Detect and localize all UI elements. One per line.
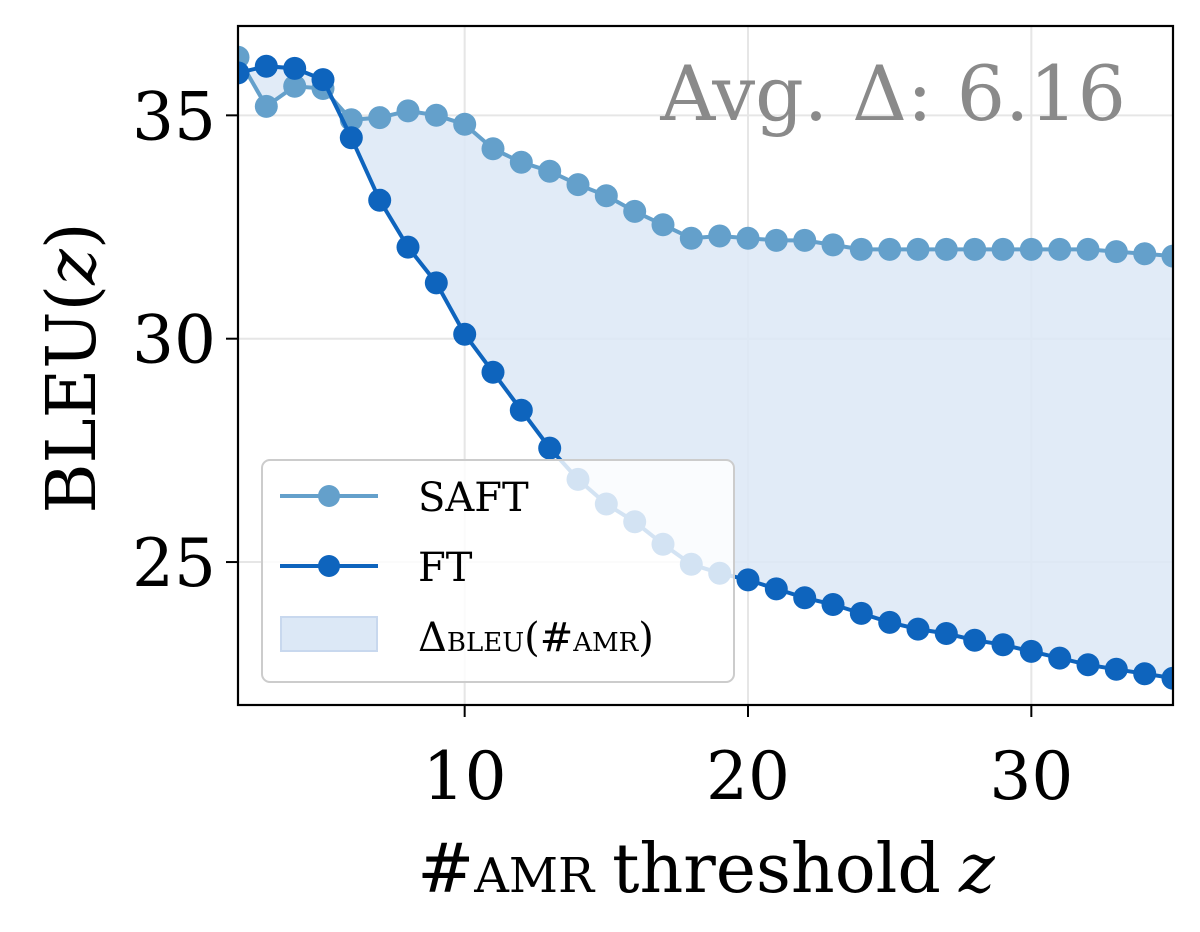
data-point-saft [1076, 237, 1100, 261]
data-point-saft [651, 213, 675, 237]
data-point-saft [538, 159, 562, 183]
legend-delta-sub2: AMR [572, 628, 639, 658]
data-point-saft [566, 173, 590, 197]
data-point-saft [1019, 237, 1043, 261]
legend-delta-symbol: Δ [418, 615, 447, 661]
data-point-ft [934, 622, 958, 645]
legend: SAFT FT ΔBLEU(#AMR) [261, 459, 735, 683]
data-point-saft [934, 237, 958, 261]
data-point-saft [963, 237, 987, 261]
x-tick-label: 20 [706, 738, 790, 815]
data-point-saft [396, 99, 420, 123]
legend-delta-sub: BLEU [447, 628, 524, 658]
data-point-ft [821, 593, 845, 616]
series-layer [238, 45, 1173, 690]
data-point-ft [1104, 657, 1128, 681]
series-line-saft [238, 56, 1173, 259]
avg-delta-annotation: Avg. Δ: 6.16 [659, 49, 1126, 138]
data-point-saft [906, 237, 930, 261]
data-point-ft [906, 617, 930, 641]
y-tick-label: 25 [132, 525, 216, 602]
data-point-saft [679, 226, 703, 250]
axis-ticks: 10 20 30 25 30 35 [132, 78, 1073, 815]
legend-delta-end: ) [638, 615, 654, 661]
data-point-ft [238, 61, 250, 85]
data-point-ft [509, 398, 533, 422]
data-point-saft [736, 226, 760, 250]
data-point-ft [1133, 662, 1157, 686]
data-point-ft [453, 322, 477, 346]
data-point-ft [283, 56, 307, 80]
data-point-ft [1076, 653, 1100, 677]
data-point-saft [283, 74, 307, 98]
data-point-ft [736, 568, 760, 592]
data-point-saft [708, 224, 732, 248]
data-point-saft [254, 94, 278, 118]
legend-delta-swatch [280, 616, 378, 652]
data-point-ft [849, 601, 873, 625]
data-point-saft [453, 112, 477, 136]
data-point-saft [424, 103, 448, 127]
y-axis-label-var: z [33, 248, 112, 286]
data-point-ft [538, 436, 562, 460]
data-point-saft [878, 237, 902, 261]
data-point-ft [878, 610, 902, 634]
data-point-saft [623, 199, 647, 223]
data-point-ft [1048, 646, 1072, 670]
delta-fill-area [238, 57, 1173, 679]
data-point-saft [1161, 244, 1173, 268]
data-point-ft [254, 54, 278, 78]
data-point-saft [1133, 242, 1157, 266]
x-axis-label-prefix: # [417, 830, 474, 909]
data-point-ft [368, 188, 392, 212]
data-point-ft [764, 577, 788, 601]
data-point-ft [481, 360, 505, 384]
data-point-ft [991, 633, 1015, 657]
legend-ft-label: FT [418, 545, 473, 591]
x-axis-label-text: threshold [612, 830, 941, 909]
x-tick-label: 10 [423, 738, 507, 815]
data-point-saft [764, 228, 788, 252]
data-point-saft [368, 106, 392, 130]
data-point-ft [424, 271, 448, 295]
data-point-saft [594, 184, 618, 208]
legend-saft-marker [318, 485, 340, 507]
data-point-saft [481, 137, 505, 161]
data-point-saft [991, 237, 1015, 261]
legend-delta-label: ΔBLEU(#AMR) [418, 615, 654, 661]
data-point-ft [1019, 639, 1043, 663]
data-point-saft [793, 228, 817, 252]
y-tick-label: 30 [132, 302, 216, 379]
legend-box [261, 459, 735, 683]
data-point-ft [339, 126, 363, 150]
y-axis-label-text: BLEU( [33, 285, 112, 514]
data-point-saft [509, 150, 533, 174]
x-tick-label: 30 [989, 738, 1073, 815]
x-axis-label-sub: AMR [473, 848, 596, 904]
y-axis-label: BLEU(z) [33, 223, 112, 514]
data-point-saft [821, 233, 845, 257]
legend-ft-marker [318, 555, 340, 577]
y-axis-label-close: ) [33, 223, 112, 250]
data-point-ft [1161, 666, 1173, 690]
x-axis-label: #AMR threshold z [417, 830, 996, 909]
x-axis-label-var: z [958, 830, 996, 909]
y-tick-label: 35 [132, 78, 216, 155]
plot-frame [236, 24, 1175, 707]
legend-saft-label: SAFT [418, 475, 529, 521]
data-point-saft [1048, 237, 1072, 261]
data-point-saft [849, 237, 873, 261]
data-point-ft [963, 628, 987, 652]
data-point-ft [311, 68, 335, 92]
legend-delta-mid: (# [524, 615, 573, 661]
data-point-ft [793, 586, 817, 610]
data-point-ft [396, 235, 420, 259]
data-point-saft [1104, 240, 1128, 264]
